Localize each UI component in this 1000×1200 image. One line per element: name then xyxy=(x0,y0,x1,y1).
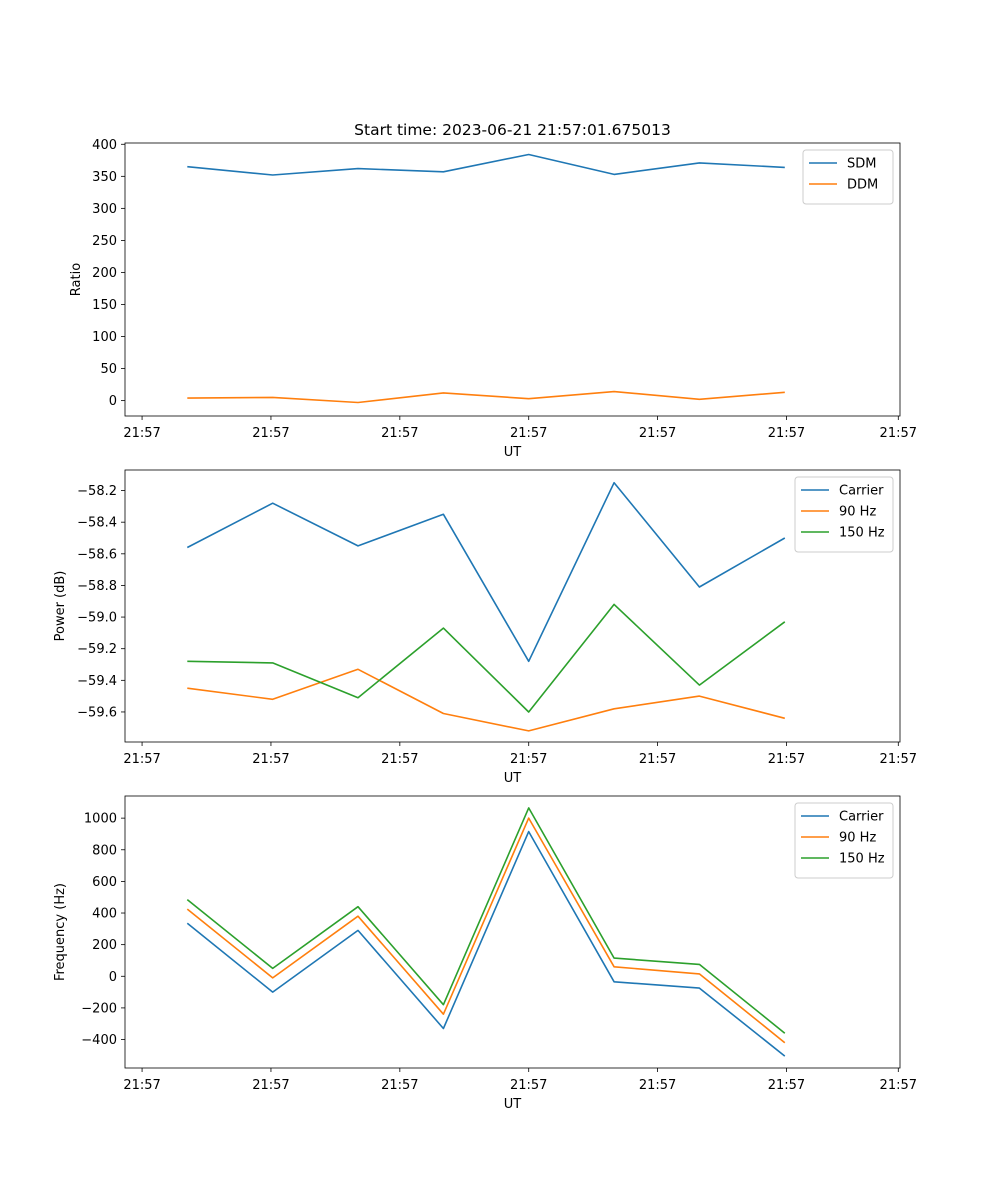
series-line-2 xyxy=(187,390,785,404)
y-tick-label: 100 xyxy=(92,330,117,345)
series-line-1 xyxy=(186,830,786,1057)
charts-layer: 21:57 21:57 21:57 21:57 21:57 21:57 21:57 0 50 10… xyxy=(53,121,917,1112)
y-tick-label: 0 xyxy=(109,970,117,985)
series-line-3 xyxy=(186,807,786,1034)
x-tick-label: 21:57 xyxy=(252,752,289,767)
y-tick-label: 350 xyxy=(92,170,117,185)
x-tick-label: 21:57 xyxy=(880,752,917,767)
y-tick-label: 50 xyxy=(100,362,117,377)
legend-label: 90 Hz xyxy=(839,831,876,846)
x-tick-label: 21:57 xyxy=(123,752,160,767)
y-tick-label: −59.4 xyxy=(77,674,117,689)
x-tick-label: 21:57 xyxy=(123,426,160,441)
y-tick-label: −59.6 xyxy=(77,705,117,720)
x-tick-label: 21:57 xyxy=(381,1078,418,1093)
y-tick-label: −400 xyxy=(81,1033,117,1048)
series-line-1 xyxy=(187,153,785,176)
x-tick-label: 21:57 xyxy=(252,426,289,441)
legend: Carrier 90 Hz 150 Hz xyxy=(794,476,894,553)
x-tick-label: 21:57 xyxy=(880,426,917,441)
chart-title: Start time: 2023-06-21 21:57:01.675013 xyxy=(354,121,671,139)
y-tick-label: 800 xyxy=(92,843,117,858)
y-tick-label: 300 xyxy=(92,202,117,217)
x-tick-label: 21:57 xyxy=(510,1078,547,1093)
legend-label: SDM xyxy=(847,157,876,172)
x-tick-label: 21:57 xyxy=(381,426,418,441)
y-axis-label: Frequency (Hz) xyxy=(53,883,68,981)
axes-frame xyxy=(124,142,901,417)
x-tick-label: 21:57 xyxy=(639,752,676,767)
legend-box xyxy=(794,802,894,879)
x-tick-label: 21:57 xyxy=(768,752,805,767)
series-line-3 xyxy=(187,603,786,713)
x-tick-label: 21:57 xyxy=(639,426,676,441)
x-tick-label: 21:57 xyxy=(381,752,418,767)
x-tick-label: 21:57 xyxy=(510,752,547,767)
x-tick-label: 21:57 xyxy=(880,1078,917,1093)
y-tick-label: −58.4 xyxy=(77,516,117,531)
x-axis-label: UT xyxy=(504,445,522,460)
chart-panel-1: 21:57 21:57 21:57 21:57 21:57 21:57 21:57 0 50 10… xyxy=(69,121,917,460)
x-tick-label: 21:57 xyxy=(639,1078,676,1093)
legend: SDM DDM xyxy=(802,149,894,205)
y-tick-label: 400 xyxy=(92,138,117,153)
series-line-2 xyxy=(186,817,786,1044)
y-tick-label: 250 xyxy=(92,234,117,249)
series-line-1 xyxy=(186,481,786,663)
legend-label: DDM xyxy=(847,178,878,193)
x-tick-label: 21:57 xyxy=(123,1078,160,1093)
series-line-2 xyxy=(187,668,786,732)
y-tick-label: 600 xyxy=(92,875,117,890)
y-tick-label: −59.2 xyxy=(77,642,117,657)
legend-label: 150 Hz xyxy=(839,852,885,867)
y-tick-label: 200 xyxy=(92,938,117,953)
y-tick-label: 150 xyxy=(92,298,117,313)
y-tick-label: −58.8 xyxy=(77,579,117,594)
y-tick-label: 1000 xyxy=(84,812,117,827)
y-axis-label: Ratio xyxy=(69,263,84,296)
y-tick-label: 200 xyxy=(92,266,117,281)
y-tick-label: 0 xyxy=(109,394,117,409)
axes-frame xyxy=(124,469,901,743)
x-tick-label: 21:57 xyxy=(768,1078,805,1093)
y-axis-label: Power (dB) xyxy=(53,571,68,642)
legend: Carrier 90 Hz 150 Hz xyxy=(794,802,894,879)
y-tick-label: −59.0 xyxy=(77,611,117,626)
x-tick-label: 21:57 xyxy=(768,426,805,441)
y-tick-label: 400 xyxy=(92,907,117,922)
legend-label: Carrier xyxy=(839,484,884,499)
x-axis-label: UT xyxy=(504,1097,522,1112)
legend-box xyxy=(794,476,894,553)
y-tick-label: −58.2 xyxy=(77,484,117,499)
x-tick-label: 21:57 xyxy=(252,1078,289,1093)
chart-panel-3: 21:57 21:57 21:57 21:57 21:57 21:57 21:57 −400 −… xyxy=(53,795,917,1112)
legend-label: Carrier xyxy=(839,810,884,825)
legend-label: 150 Hz xyxy=(839,526,885,541)
x-axis-label: UT xyxy=(504,771,522,786)
axes-frame xyxy=(124,795,901,1069)
y-tick-label: −200 xyxy=(81,1001,117,1016)
x-tick-label: 21:57 xyxy=(510,426,547,441)
y-tick-label: −58.6 xyxy=(77,547,117,562)
legend-label: 90 Hz xyxy=(839,505,876,520)
chart-panel-2: 21:57 21:57 21:57 21:57 21:57 21:57 21:57 −59.6… xyxy=(53,469,917,786)
